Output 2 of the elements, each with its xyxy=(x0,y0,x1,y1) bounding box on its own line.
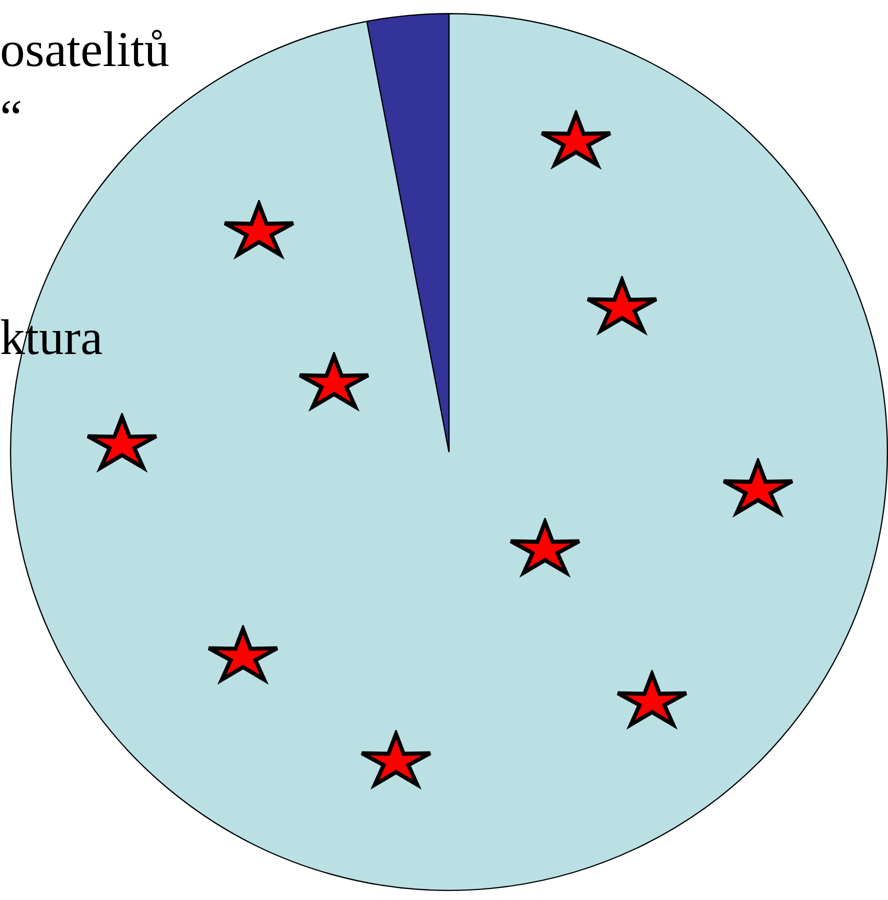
text: osatelitů xyxy=(0,21,170,77)
text: “ xyxy=(0,89,22,145)
